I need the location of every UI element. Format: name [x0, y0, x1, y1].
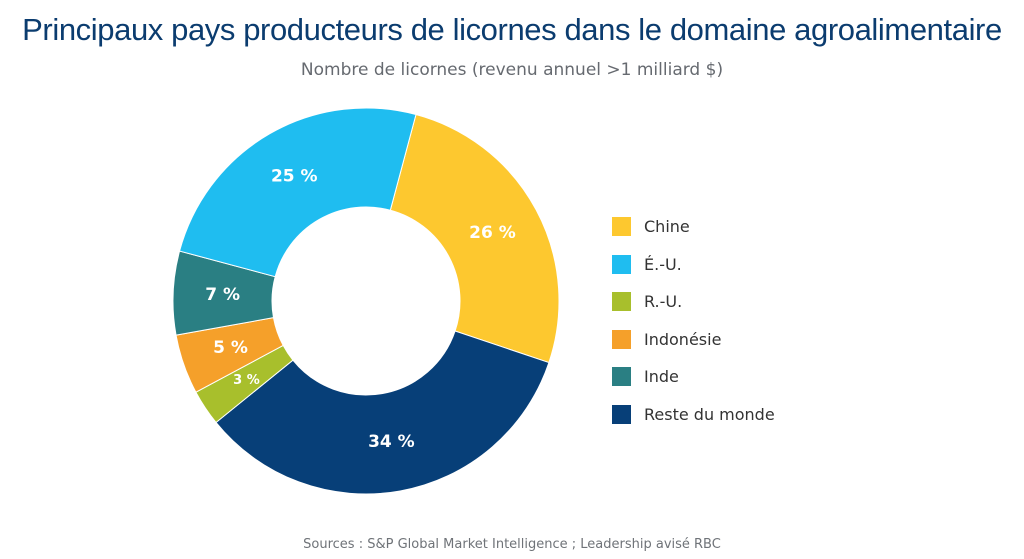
legend-swatch: [612, 367, 631, 387]
legend-item-chine: Chine: [612, 208, 775, 246]
slice-label-reste-du-monde: 34 %: [368, 432, 415, 452]
legend-item-e-u: É.-U.: [612, 246, 775, 284]
legend-label: Indonésie: [644, 329, 722, 349]
legend-label: É.-U.: [644, 254, 682, 274]
legend-swatch: [612, 292, 631, 312]
legend-swatch: [612, 217, 631, 237]
slice-e-u: [178, 107, 417, 278]
legend-item-indonesie: Indonésie: [612, 321, 775, 359]
legend-label: Reste du monde: [644, 404, 775, 424]
legend-swatch: [612, 254, 631, 274]
source-note: Sources : S&P Global Market Intelligence…: [303, 537, 721, 552]
legend-label: Inde: [644, 367, 679, 387]
slice-chine: [389, 113, 560, 364]
slice-labels: 26 % 34 % 3 % 5 % 7 % 25 %: [205, 167, 516, 453]
slice-label-indonesie: 5 %: [213, 338, 248, 358]
legend-item-r-u: R.-U.: [612, 283, 775, 321]
legend-label: Chine: [644, 217, 690, 237]
slice-label-r-u: 3 %: [233, 373, 260, 388]
chart-subtitle: Nombre de licornes (revenu annuel >1 mil…: [300, 60, 724, 80]
legend-label: R.-U.: [644, 292, 683, 312]
slice-label-e-u: 25 %: [271, 167, 318, 187]
legend-item-reste-du-monde: Reste du monde: [612, 396, 775, 434]
legend-item-inde: Inde: [612, 358, 775, 396]
chart-legend: Chine É.-U. R.-U. Indonésie Inde Reste du mon…: [612, 208, 775, 433]
legend-swatch: [612, 404, 631, 424]
legend-swatch: [612, 329, 631, 349]
slice-label-chine: 26 %: [469, 223, 516, 243]
slice-label-inde: 7 %: [205, 285, 240, 305]
chart-title: Principaux pays producteurs de licornes …: [22, 12, 1002, 47]
donut-slices: [172, 107, 560, 495]
slice-reste-du-monde: [215, 330, 550, 495]
